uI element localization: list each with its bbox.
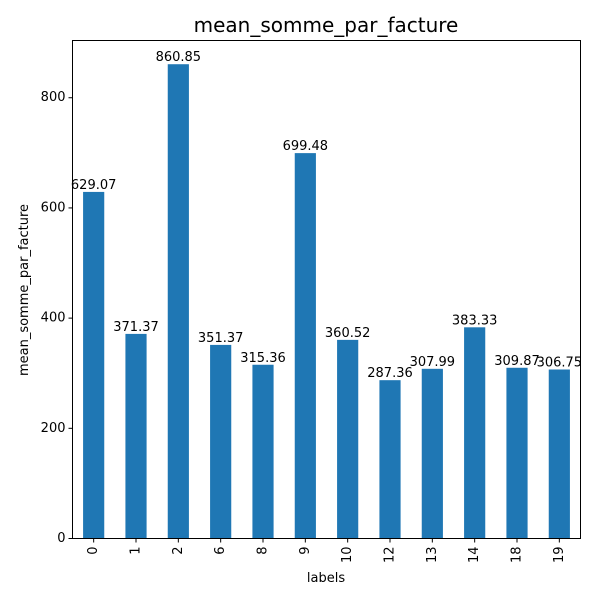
y-tick-label-0: 0 bbox=[57, 531, 65, 546]
bar-1 bbox=[125, 333, 147, 539]
chart-title: mean_somme_par_facture bbox=[194, 13, 459, 37]
bar-10 bbox=[337, 339, 359, 539]
y-tick-label-200: 200 bbox=[41, 421, 66, 436]
bar-8 bbox=[252, 364, 274, 539]
x-tick-label-10: 10 bbox=[340, 547, 355, 564]
data-label-19: 306.75 bbox=[537, 356, 583, 371]
x-tick-label-8: 8 bbox=[256, 547, 271, 555]
data-label-14: 383.33 bbox=[452, 313, 498, 328]
data-label-12: 287.36 bbox=[367, 366, 413, 381]
data-label-6: 351.37 bbox=[198, 331, 244, 346]
data-label-10: 360.52 bbox=[325, 326, 371, 341]
plot-frame bbox=[72, 40, 581, 539]
x-tick-label-18: 18 bbox=[510, 547, 525, 564]
x-tick-label-6: 6 bbox=[213, 547, 228, 555]
data-labels-group: 629.07 371.37 860.85 351.37 315.36 699.48 360.… bbox=[71, 50, 582, 381]
x-axis-ticks: 0 1 2 6 8 9 10 12 13 14 18 19 bbox=[86, 538, 567, 564]
x-tick-label-19: 19 bbox=[552, 547, 567, 564]
data-label-8: 315.36 bbox=[240, 351, 286, 366]
x-tick-label-12: 12 bbox=[383, 547, 398, 564]
bar-12 bbox=[379, 380, 401, 539]
data-label-2: 860.85 bbox=[156, 50, 202, 65]
x-tick-label-13: 13 bbox=[425, 547, 440, 564]
data-label-13: 307.99 bbox=[410, 355, 456, 370]
x-tick-label-1: 1 bbox=[129, 547, 144, 555]
data-label-18: 309.87 bbox=[494, 354, 540, 369]
x-tick-label-2: 2 bbox=[171, 547, 186, 555]
data-label-0: 629.07 bbox=[71, 178, 117, 193]
y-axis-label: mean_somme_par_facture bbox=[17, 204, 32, 376]
bar-6 bbox=[210, 344, 232, 539]
x-tick-label-14: 14 bbox=[467, 547, 482, 564]
bars-group bbox=[83, 64, 570, 539]
data-label-9: 699.48 bbox=[283, 139, 329, 154]
y-axis-ticks: 0 200 400 600 800 bbox=[41, 90, 73, 546]
bar-13 bbox=[421, 368, 443, 539]
bar-18 bbox=[506, 367, 528, 539]
y-tick-label-600: 600 bbox=[41, 200, 66, 215]
y-tick-label-800: 800 bbox=[41, 90, 66, 105]
bar-2 bbox=[167, 64, 189, 539]
x-tick-label-9: 9 bbox=[298, 547, 313, 555]
y-tick-label-400: 400 bbox=[41, 311, 66, 326]
bar-9 bbox=[294, 153, 316, 539]
bar-14 bbox=[464, 327, 486, 539]
bar-19 bbox=[548, 369, 570, 539]
data-label-1: 371.37 bbox=[113, 320, 159, 335]
bar-0 bbox=[83, 191, 105, 539]
x-axis-label: labels bbox=[307, 571, 345, 586]
x-tick-label-0: 0 bbox=[86, 547, 101, 555]
